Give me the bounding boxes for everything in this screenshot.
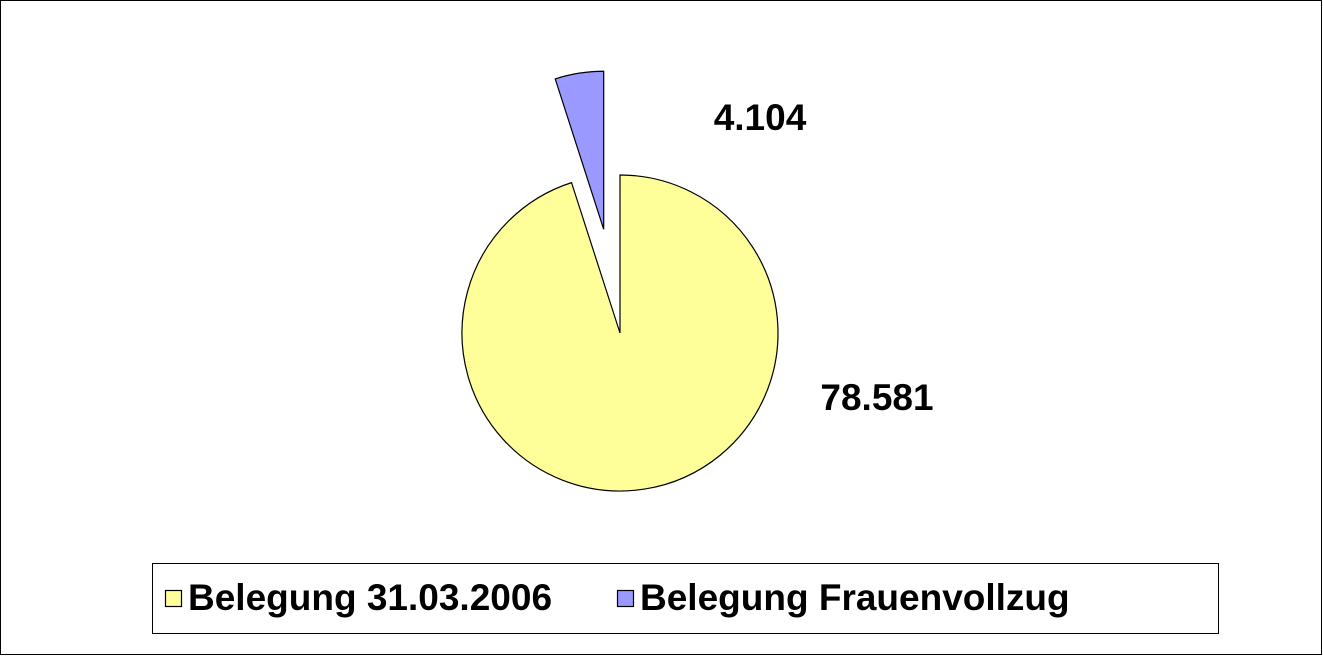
legend-box bbox=[152, 563, 1219, 634]
pie-slice bbox=[554, 70, 605, 230]
legend-swatch bbox=[164, 589, 183, 608]
pie-slice bbox=[461, 174, 779, 492]
legend-swatch bbox=[616, 589, 635, 608]
legend-label: Belegung Frauenvollzug bbox=[640, 577, 1070, 618]
data-label: 78.581 bbox=[820, 377, 933, 418]
data-label: 4.104 bbox=[714, 97, 807, 138]
legend-label: Belegung 31.03.2006 bbox=[188, 577, 552, 618]
